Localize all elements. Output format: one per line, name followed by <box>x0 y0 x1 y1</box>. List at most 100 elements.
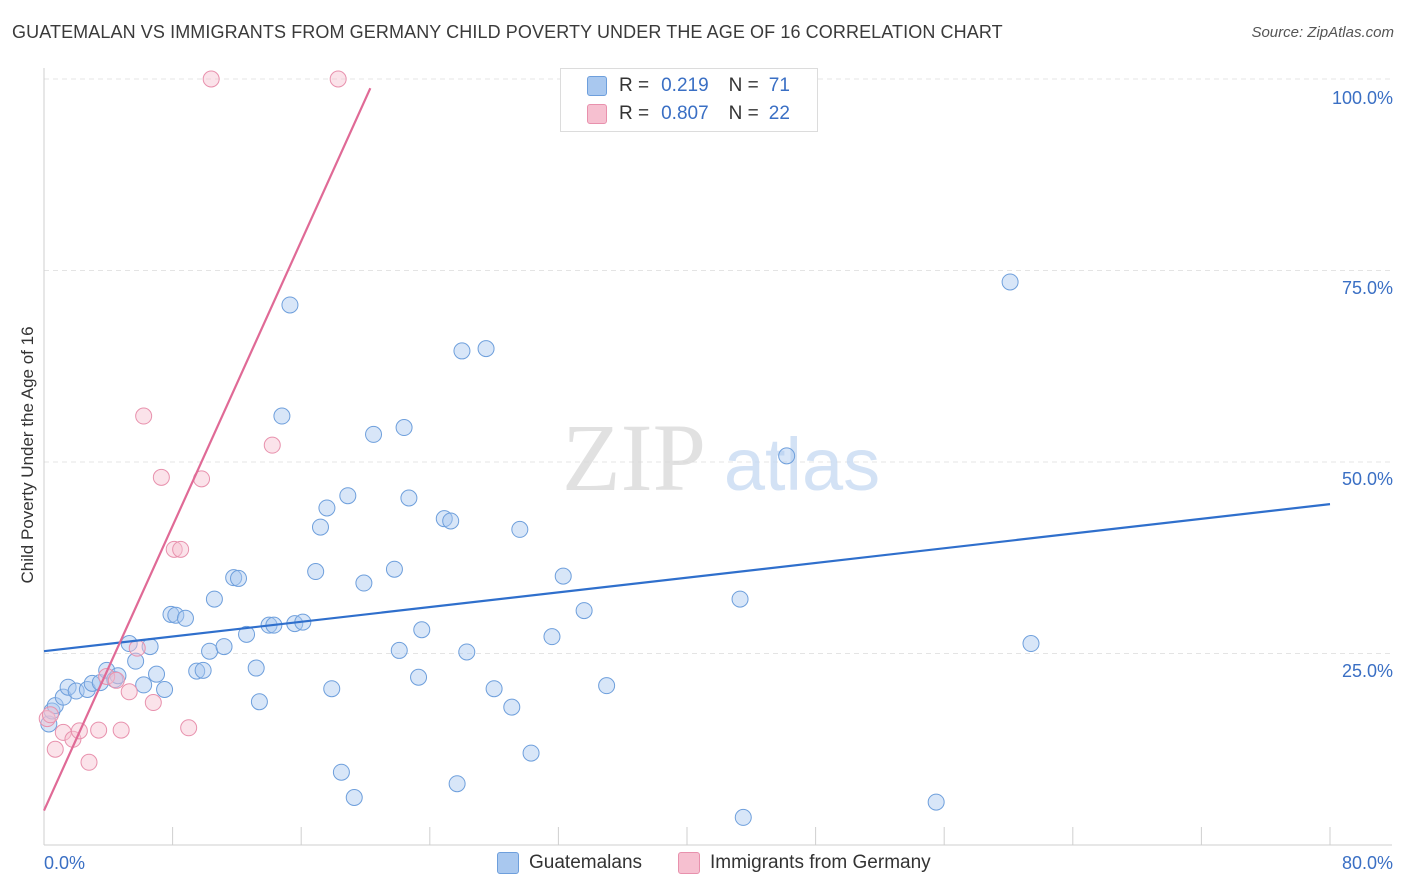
point-guatemalans <box>176 609 194 627</box>
series2-swatch <box>587 104 607 124</box>
point-guatemalans <box>400 489 418 507</box>
point-germany <box>90 721 108 739</box>
point-guatemalans <box>339 487 357 505</box>
point-germany <box>165 540 183 558</box>
point-germany <box>41 706 59 724</box>
source-label: Source: ZipAtlas.com <box>1251 24 1394 41</box>
y-tick-label: 100.0% <box>1332 88 1393 108</box>
point-guatemalans <box>395 419 413 437</box>
series1-r-value: 0.219 <box>661 75 709 96</box>
point-guatemalans <box>194 661 212 679</box>
point-germany <box>144 694 162 712</box>
x-tick-label-min: 0.0% <box>44 853 85 873</box>
point-guatemalans <box>323 680 341 698</box>
point-guatemalans <box>522 744 540 762</box>
series1-n-label: N = <box>728 75 759 96</box>
trend-lines <box>42 87 1331 811</box>
watermark-zip: ZIP <box>562 404 706 511</box>
point-guatemalans <box>225 569 243 587</box>
point-guatemalans <box>385 560 403 578</box>
point-germany <box>180 719 198 737</box>
point-guatemalans <box>511 520 529 538</box>
point-guatemalans <box>503 698 521 716</box>
point-germany <box>135 407 153 425</box>
point-guatemalans <box>238 625 256 643</box>
point-guatemalans <box>162 605 180 623</box>
point-germany <box>172 540 190 558</box>
point-germany <box>120 683 138 701</box>
point-guatemalans <box>435 510 453 528</box>
legend: Guatemalans Immigrants from Germany <box>0 852 1406 878</box>
point-guatemalans <box>734 808 752 826</box>
point-guatemalans <box>477 340 495 358</box>
point-guatemalans <box>448 775 466 793</box>
point-guatemalans <box>554 567 572 585</box>
point-guatemalans <box>215 638 233 656</box>
legend-item-guatemalans[interactable]: Guatemalans <box>497 852 642 874</box>
point-germany <box>128 639 146 657</box>
point-guatemalans <box>273 407 291 425</box>
point-guatemalans <box>365 425 383 443</box>
stats-box: R = 0.219 N = 71 R = 0.807 N = 22 <box>560 68 818 132</box>
point-guatemalans <box>250 693 268 711</box>
point-germany <box>46 740 64 758</box>
point-guatemalans <box>135 676 153 694</box>
point-guatemalans <box>156 681 174 699</box>
series2-r-value: 0.807 <box>661 103 709 124</box>
point-guatemalans <box>318 499 336 517</box>
point-guatemalans <box>575 602 593 620</box>
trend-line-guatemalans <box>43 503 1331 653</box>
point-guatemalans <box>332 763 350 781</box>
legend-label-germany: Immigrants from Germany <box>710 852 931 873</box>
point-guatemalans <box>413 621 431 639</box>
point-guatemalans <box>927 793 945 811</box>
point-guatemalans <box>355 574 373 592</box>
point-guatemalans <box>311 518 329 536</box>
series2-n-label: N = <box>728 103 759 124</box>
series2-r-label: R = <box>619 103 650 124</box>
point-germany <box>263 436 281 454</box>
legend-item-germany[interactable]: Immigrants from Germany <box>678 852 931 874</box>
point-germany <box>112 721 130 739</box>
tick-labels: 25.0% 50.0% 75.0% 100.0% 0.0% 80.0% <box>44 88 1393 873</box>
point-germany <box>107 671 125 689</box>
point-guatemalans <box>167 606 185 624</box>
point-guatemalans <box>307 563 325 581</box>
point-guatemalans <box>458 643 476 661</box>
y-tick-label: 75.0% <box>1342 278 1393 298</box>
trend-line-germany <box>42 87 372 811</box>
series2-n-value: 22 <box>768 103 790 124</box>
point-guatemalans <box>442 512 460 530</box>
point-guatemalans <box>230 569 248 587</box>
point-guatemalans <box>59 678 77 696</box>
point-germany <box>152 468 170 486</box>
series1-r-label: R = <box>619 75 650 96</box>
series1-n-value: 71 <box>768 75 790 96</box>
series1-swatch <box>587 76 607 96</box>
point-germany <box>202 70 220 88</box>
point-guatemalans <box>485 680 503 698</box>
point-guatemalans <box>345 789 363 807</box>
point-germany <box>329 70 347 88</box>
series1-stats: R = 0.219 N = 71 <box>619 73 790 99</box>
axes <box>43 68 1392 846</box>
point-guatemalans <box>390 641 408 659</box>
legend-swatch-guatemalans <box>497 852 519 874</box>
series2-stats: R = 0.807 N = 22 <box>619 101 790 127</box>
y-tick-label: 50.0% <box>1342 469 1393 489</box>
point-guatemalans <box>1022 635 1040 653</box>
point-guatemalans <box>281 296 299 314</box>
legend-label-guatemalans: Guatemalans <box>529 852 643 873</box>
grid <box>44 78 1392 654</box>
x-tick-label-max: 80.0% <box>1342 853 1393 873</box>
point-guatemalans <box>778 447 796 465</box>
y-tick-label: 25.0% <box>1342 661 1393 681</box>
point-guatemalans <box>1001 273 1019 291</box>
point-guatemalans <box>205 590 223 608</box>
point-germany <box>80 753 98 771</box>
point-guatemalans <box>127 652 145 670</box>
point-guatemalans <box>120 635 138 653</box>
watermark-atlas: atlas <box>724 423 880 506</box>
point-guatemalans <box>731 590 749 608</box>
